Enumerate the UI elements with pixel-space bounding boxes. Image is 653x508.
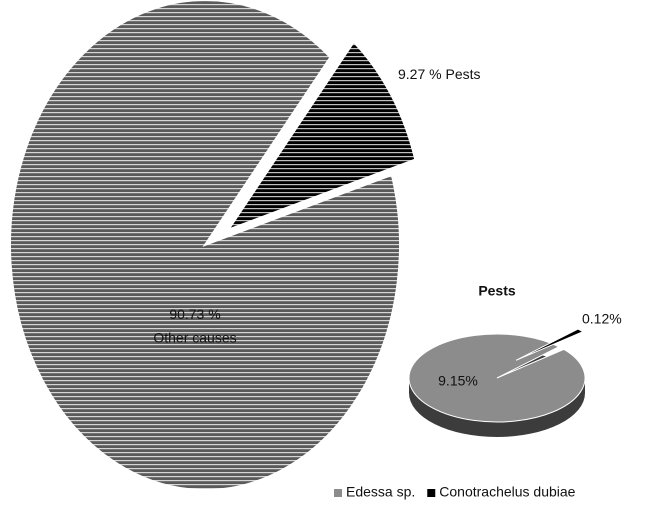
- legend-label: Conotrachelus dubiae: [439, 484, 575, 500]
- legend-swatch: [427, 489, 436, 497]
- chart-title: Pests: [478, 283, 516, 299]
- slice-label: 9.27 % Pests: [398, 66, 481, 82]
- category-label: Pests: [445, 66, 480, 82]
- value-label: 90.73 %: [169, 306, 220, 322]
- value-label: 0.12%: [582, 311, 622, 327]
- legend-label: Edessa sp.: [346, 484, 415, 500]
- value-label: 9.15%: [438, 373, 478, 389]
- hatch: [228, 41, 416, 230]
- hatch: [10, 0, 400, 490]
- legend-swatch: [334, 489, 342, 497]
- slice-label: 90.73 %: [169, 306, 220, 322]
- category-label: Other causes: [153, 330, 236, 346]
- value-label: 9.27 %: [398, 66, 442, 82]
- pie-slice: [515, 328, 584, 361]
- pie-slice: [408, 333, 586, 423]
